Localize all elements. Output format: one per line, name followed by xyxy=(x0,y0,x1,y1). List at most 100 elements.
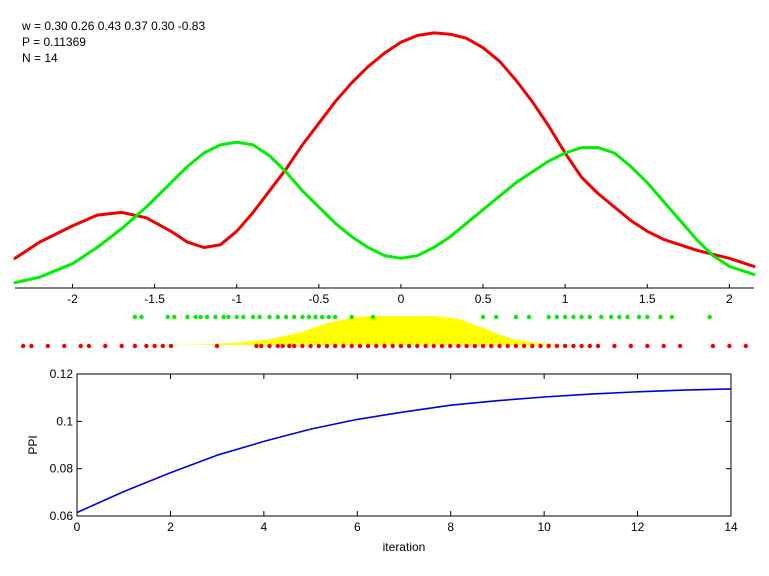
red-sample-point xyxy=(398,343,404,349)
ppi-y-tick-label: 0.06 xyxy=(50,509,74,523)
green-sample-point xyxy=(313,314,318,320)
red-sample-point xyxy=(489,343,494,349)
ppi-x-tick-label: 10 xyxy=(537,520,551,534)
ppi-x-tick-label: 0 xyxy=(74,520,81,534)
green-sample-point xyxy=(599,314,604,320)
red-sample-point xyxy=(661,343,666,349)
top-x-tick-label: -1 xyxy=(231,292,242,306)
red-sample-point xyxy=(727,343,732,349)
red-sample-point xyxy=(29,343,34,349)
green-sample-point xyxy=(234,314,239,320)
green-sample-point xyxy=(571,314,576,320)
count-annotation: N = 14 xyxy=(22,51,58,65)
red-sample-point xyxy=(521,343,527,349)
red-sample-point xyxy=(259,343,264,349)
green-sample-point xyxy=(513,314,519,320)
red-sample-point xyxy=(579,343,584,349)
red-sample-point xyxy=(45,343,50,349)
ppi-iteration-chart: 0 2 4 6 8 10 12 14 0.06 0.08 0.1 0.12 iteration PPI xyxy=(26,367,738,554)
top-x-tick-label: -0.5 xyxy=(308,292,329,306)
ppi-x-tick-label: 2 xyxy=(167,520,174,534)
red-sample-point xyxy=(530,343,535,349)
red-sample-point xyxy=(587,343,592,349)
green-sample-point xyxy=(319,314,325,320)
red-sample-point xyxy=(538,343,543,349)
red-sample-point xyxy=(132,343,138,349)
red-sample-point xyxy=(300,343,305,349)
top-x-tick-label: 1.5 xyxy=(639,292,656,306)
green-sample-point xyxy=(645,314,650,320)
green-sample-point xyxy=(636,314,642,320)
green-sample-point xyxy=(494,314,499,320)
red-sample-point xyxy=(324,343,330,349)
red-sample-point xyxy=(645,343,650,349)
red-sample-point xyxy=(431,343,436,349)
red-sample-point xyxy=(160,343,165,349)
red-sample-point xyxy=(214,343,220,349)
top-x-tick-label: -2 xyxy=(67,292,78,306)
ppi-curve xyxy=(76,388,732,514)
green-sample-point xyxy=(587,314,592,320)
red-sample-point xyxy=(119,343,124,349)
red-sample-point xyxy=(168,343,174,349)
green-sample-point xyxy=(204,314,210,320)
red-sample-point xyxy=(612,343,617,349)
green-sample-point xyxy=(370,314,376,320)
green-sample-point xyxy=(193,314,198,320)
green-sample-point xyxy=(608,314,614,320)
green-sample-point xyxy=(198,314,203,320)
top-x-tick-label: 1 xyxy=(562,292,569,306)
red-sample-point xyxy=(374,343,379,349)
green-sample-point xyxy=(172,314,177,320)
ppi-x-tick-label: 8 xyxy=(447,520,454,534)
ppi-y-tick-label: 0.1 xyxy=(56,414,73,428)
ppi-x-tick-label: 4 xyxy=(261,520,268,534)
red-sample-point xyxy=(280,343,285,349)
weights-annotation: w = 0.30 0.26 0.43 0.37 0.30 -0.83 xyxy=(21,19,205,33)
red-sample-point xyxy=(472,343,477,349)
red-sample-point xyxy=(505,343,510,349)
green-sample-point xyxy=(275,314,280,320)
density-curves-chart: -2 -1.5 -1 -0.5 0 0.5 1 1.5 2 xyxy=(13,31,756,349)
green-sample-point xyxy=(480,314,486,320)
red-sample-point xyxy=(406,343,412,349)
green-sample-point xyxy=(226,314,231,320)
red-sample-point xyxy=(423,343,428,349)
red-sample-point xyxy=(349,343,354,349)
top-x-tick-label: 2 xyxy=(726,292,733,306)
red-sample-point xyxy=(497,343,502,349)
red-sample-point xyxy=(333,343,338,349)
green-sample-point xyxy=(562,314,568,320)
red-sample-point xyxy=(287,343,292,349)
red-sample-point xyxy=(254,343,259,349)
red-sample-point xyxy=(595,343,601,349)
green-sample-point xyxy=(546,314,551,320)
green-density-curve xyxy=(13,140,756,285)
red-sample-point xyxy=(439,343,445,349)
green-sample-point xyxy=(283,314,289,320)
red-sample-point xyxy=(275,343,280,349)
yellow-distribution-area xyxy=(162,316,566,345)
red-sample-point xyxy=(710,343,716,349)
red-sample-point xyxy=(152,343,157,349)
green-sample-point xyxy=(241,314,246,320)
green-sample-point xyxy=(707,314,712,320)
green-sample-point xyxy=(554,314,560,320)
red-sample-point xyxy=(365,343,371,349)
green-sample-point xyxy=(250,314,256,320)
red-sample-point xyxy=(382,343,387,349)
red-sample-point xyxy=(357,343,363,349)
red-sample-point xyxy=(513,343,519,349)
red-sample-point xyxy=(292,343,297,349)
ppi-x-tick-label: 6 xyxy=(354,520,361,534)
red-sample-point xyxy=(341,343,346,349)
red-sample-point xyxy=(743,343,748,349)
green-sample-point xyxy=(132,314,138,320)
red-sample-point xyxy=(415,343,420,349)
green-sample-point xyxy=(349,314,354,320)
green-sample-point xyxy=(326,314,331,320)
green-sample-point xyxy=(669,314,675,320)
ppi-x-tick-label: 12 xyxy=(631,520,645,534)
red-sample-point xyxy=(62,343,67,349)
